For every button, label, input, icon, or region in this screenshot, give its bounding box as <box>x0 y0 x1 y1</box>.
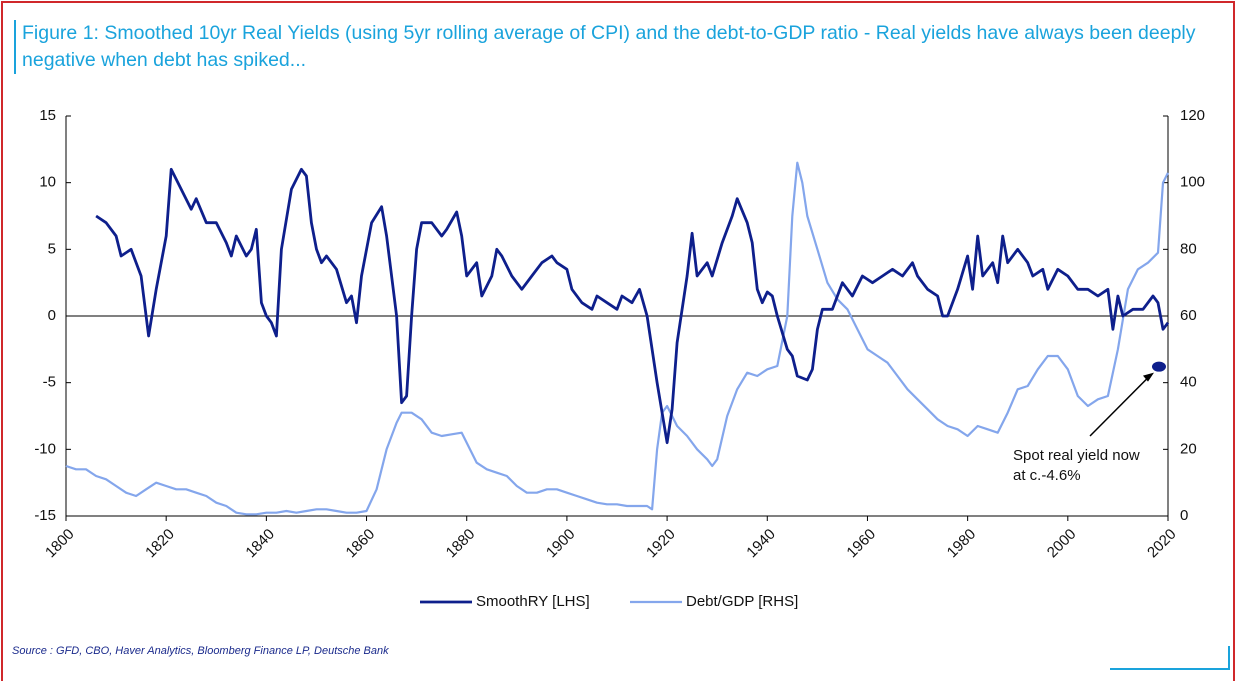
y-tick-label: 15 <box>39 107 56 124</box>
y2-tick-label: 80 <box>1180 240 1197 257</box>
x-tick-label: 1880 <box>443 526 479 562</box>
bracket <box>1110 646 1230 670</box>
y2-tick-label: 0 <box>1180 507 1188 524</box>
x-tick-label: 1860 <box>343 526 379 562</box>
annotation-arrow <box>1089 374 1152 437</box>
x-tick-label: 1900 <box>543 526 579 562</box>
legend-label: SmoothRY [LHS] <box>476 593 590 610</box>
y2-tick-label: 100 <box>1180 174 1205 191</box>
series-line <box>65 161 1169 516</box>
x-tick-label: 1960 <box>843 526 879 562</box>
y2-tick-label: 40 <box>1180 374 1197 391</box>
x-tick-label: 1820 <box>142 526 178 562</box>
y-tick-label: 10 <box>39 174 56 191</box>
y-tick-label: -5 <box>43 374 56 391</box>
chart-title: Figure 1: Smoothed 10yr Real Yields (usi… <box>14 20 1237 74</box>
arrow-head <box>1142 372 1154 382</box>
x-tick-label: 1920 <box>643 526 679 562</box>
y2-tick-label: 60 <box>1180 307 1197 324</box>
annotation: Spot real yield now <box>1013 447 1140 464</box>
x-tick-label: 1800 <box>42 526 78 562</box>
x-tick-label: 1940 <box>743 526 779 562</box>
x-tick-label: 2000 <box>1044 526 1080 562</box>
y-tick-label: -15 <box>34 507 56 524</box>
y2-tick-label: 120 <box>1180 107 1205 124</box>
spot-point <box>1151 361 1166 372</box>
series-line <box>95 167 1170 445</box>
source: Source : GFD, CBO, Haver Analytics, Bloo… <box>12 645 389 657</box>
y-tick-label: 5 <box>48 240 56 257</box>
annotation: at c.-4.6% <box>1013 467 1081 484</box>
y-tick-label: 0 <box>48 307 56 324</box>
legend-label: Debt/GDP [RHS] <box>686 593 798 610</box>
y-tick-label: -10 <box>34 440 56 457</box>
x-tick-label: 2020 <box>1144 526 1180 562</box>
x-tick-label: 1980 <box>944 526 980 562</box>
y2-tick-label: 20 <box>1180 440 1197 457</box>
x-tick-label: 1840 <box>242 526 278 562</box>
